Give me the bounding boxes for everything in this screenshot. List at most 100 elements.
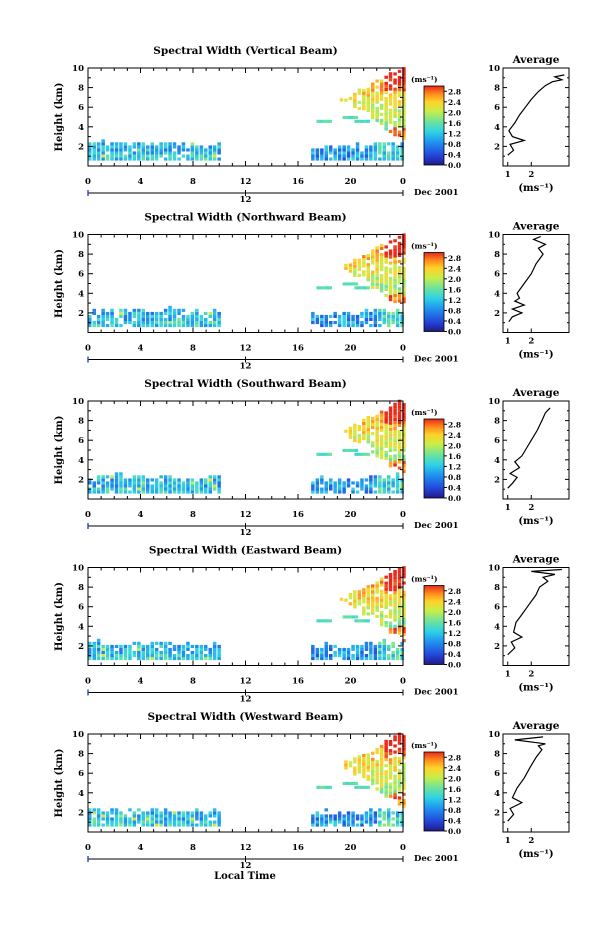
heatmap-cell bbox=[208, 478, 212, 482]
heatmap-cell bbox=[402, 118, 406, 122]
heatmap-cell bbox=[402, 623, 406, 627]
heatmap-cell bbox=[371, 766, 375, 770]
heatmap-cell bbox=[388, 758, 393, 762]
heatmap-cell bbox=[402, 463, 406, 467]
heatmap-cell bbox=[362, 88, 366, 92]
heatmap-cell bbox=[199, 487, 204, 491]
heatmap-cell bbox=[391, 321, 395, 325]
y-tick-label: 6 bbox=[78, 769, 84, 779]
heatmap-cell bbox=[369, 650, 373, 654]
heatmap-cell bbox=[181, 324, 186, 328]
heatmap-cell bbox=[371, 88, 375, 92]
heatmap-cell bbox=[379, 79, 384, 83]
heatmap-cell bbox=[208, 654, 212, 658]
heatmap-cell bbox=[375, 94, 379, 98]
heatmap-cell bbox=[357, 91, 362, 95]
heatmap-cell bbox=[132, 484, 137, 488]
heatmap-cell bbox=[328, 619, 332, 623]
heatmap-cell bbox=[208, 148, 212, 152]
heatmap-cell bbox=[397, 604, 402, 608]
heatmap-cell bbox=[397, 735, 402, 739]
heatmap-cell bbox=[362, 756, 366, 760]
heatmap-cell bbox=[402, 750, 406, 754]
colorbar: (ms⁻¹)0.00.40.81.21.62.02.42.8 bbox=[411, 242, 461, 337]
heatmap-cell bbox=[181, 817, 186, 821]
heatmap-cell bbox=[342, 148, 346, 152]
heatmap-cell bbox=[357, 119, 361, 123]
heatmap-cell bbox=[337, 148, 342, 152]
heatmap-cell bbox=[163, 490, 168, 494]
heatmap-cell bbox=[364, 647, 369, 651]
heatmap-cell bbox=[362, 753, 366, 757]
heatmap-cell bbox=[378, 657, 382, 661]
heatmap-cell bbox=[333, 650, 337, 654]
heatmap-cell bbox=[119, 148, 123, 152]
colorbar-tick-label: 0.0 bbox=[448, 328, 461, 337]
heatmap-cell bbox=[132, 820, 137, 824]
heatmap-cell bbox=[351, 154, 355, 158]
heatmap-cell bbox=[391, 641, 395, 645]
heatmap-cell bbox=[378, 814, 382, 818]
heatmap-cell bbox=[371, 94, 375, 98]
heatmap-cell bbox=[364, 148, 369, 152]
heatmap-cell bbox=[391, 817, 395, 821]
heatmap-cell bbox=[379, 97, 384, 101]
heatmap-cell bbox=[397, 94, 402, 98]
heatmap-cell bbox=[375, 766, 379, 770]
heatmap-cell bbox=[397, 82, 402, 86]
heatmap-cell bbox=[364, 490, 369, 494]
heatmap-cell bbox=[88, 317, 92, 321]
heatmap-cell bbox=[344, 429, 348, 433]
heatmap-cell bbox=[387, 814, 391, 818]
heatmap-cell bbox=[217, 475, 221, 479]
heatmap-cell bbox=[96, 654, 101, 658]
heatmap-cell bbox=[329, 148, 333, 152]
heatmap-cell bbox=[137, 641, 141, 645]
colorbar-tick-label: 1.6 bbox=[448, 618, 461, 627]
heatmap-cell bbox=[375, 420, 379, 424]
colorbar-tick-label: 1.2 bbox=[448, 629, 461, 638]
heatmap-cell bbox=[402, 260, 406, 264]
heatmap-cell bbox=[163, 478, 168, 482]
heatmap-cell bbox=[362, 418, 366, 422]
heatmap-cell bbox=[190, 148, 195, 152]
heatmap-cell bbox=[101, 145, 105, 149]
heatmap-cell bbox=[402, 106, 406, 110]
heatmap-cell bbox=[397, 78, 402, 82]
heatmap-cell bbox=[402, 783, 406, 787]
heatmap-cell bbox=[384, 423, 388, 427]
heatmap-cell bbox=[172, 490, 177, 494]
heatmap-cell bbox=[388, 572, 393, 576]
heatmap-cell bbox=[375, 79, 379, 83]
heatmap-cell bbox=[393, 744, 397, 748]
heatmap-cell bbox=[375, 106, 379, 110]
heatmap-cell bbox=[333, 311, 337, 315]
heatmap-cell bbox=[324, 314, 328, 318]
heatmap-cell bbox=[402, 611, 406, 615]
heatmap-cell bbox=[384, 758, 388, 762]
heatmap-cell bbox=[315, 487, 320, 491]
average-x-tick-label: 1 bbox=[505, 670, 511, 680]
heatmap-cell bbox=[114, 472, 119, 476]
heatmap-cell bbox=[354, 452, 358, 456]
heatmap-cell bbox=[402, 566, 406, 570]
heatmap-cell bbox=[382, 650, 386, 654]
heatmap-cell bbox=[322, 785, 326, 789]
heatmap-cell bbox=[402, 97, 406, 101]
heatmap-cell bbox=[384, 121, 388, 125]
heatmap-cell bbox=[379, 781, 384, 785]
heatmap-cell bbox=[132, 490, 137, 494]
heatmap-cell bbox=[190, 490, 195, 494]
heatmap-cell bbox=[357, 434, 362, 438]
heatmap-cell bbox=[402, 94, 406, 98]
heatmap-cell bbox=[393, 457, 397, 461]
heatmap-cell bbox=[382, 644, 386, 648]
heatmap-cell bbox=[190, 650, 195, 654]
heatmap-cell bbox=[379, 268, 384, 272]
heatmap-cell bbox=[150, 490, 154, 494]
heatmap-cell bbox=[379, 286, 384, 290]
panel-title: Spectral Width (Vertical Beam) bbox=[153, 45, 337, 57]
heatmap-cell bbox=[388, 449, 393, 453]
heatmap-cell bbox=[397, 115, 402, 119]
heatmap-cell bbox=[379, 419, 384, 423]
